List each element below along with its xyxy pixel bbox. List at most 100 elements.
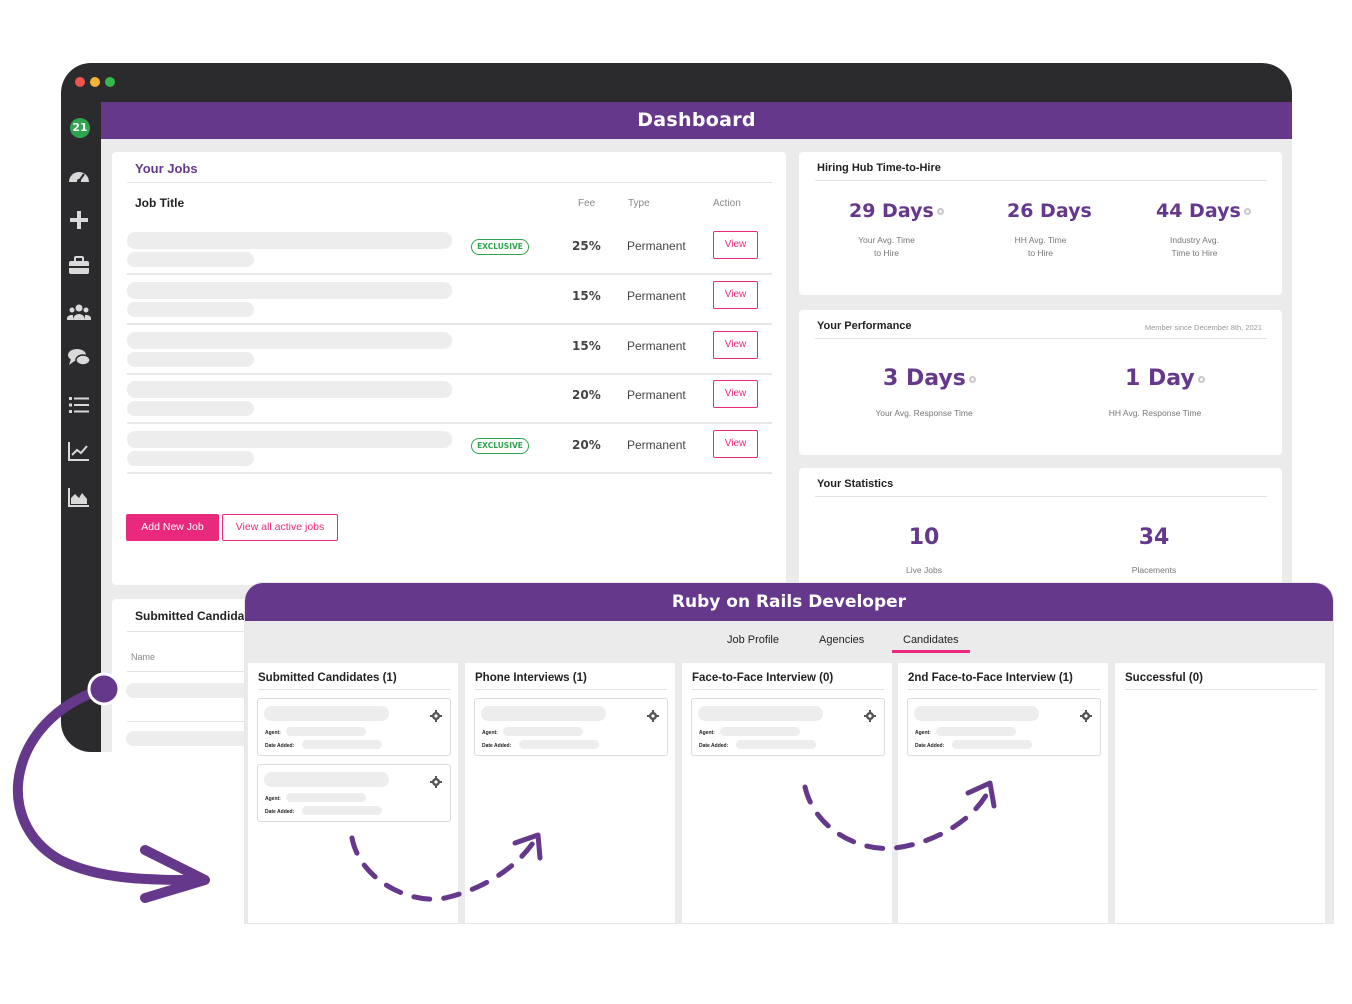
member-since: Member since December 8th, 2021 bbox=[1144, 323, 1262, 332]
info-icon[interactable] bbox=[1197, 375, 1205, 383]
candidate-name-placeholder bbox=[914, 706, 1039, 721]
submitted-candidates-title: Submitted Candidat bbox=[135, 609, 249, 623]
job-row: EXCLUSIVE 25% Permanent View bbox=[127, 225, 772, 275]
pipeline-column: Successful (0) bbox=[1115, 663, 1325, 923]
your-jobs-title: Your Jobs bbox=[135, 161, 198, 176]
job-subtitle-placeholder bbox=[127, 451, 254, 466]
hh-response-time-value: 1 Day bbox=[1125, 366, 1205, 391]
info-icon[interactable] bbox=[1243, 208, 1251, 215]
minimize-dot-icon[interactable] bbox=[90, 77, 100, 87]
column-title: Submitted Candidates (1) bbox=[258, 672, 397, 684]
fee-value: 25% bbox=[572, 239, 601, 253]
fee-header: Fee bbox=[578, 198, 596, 209]
maximize-dot-icon[interactable] bbox=[105, 77, 115, 87]
gear-icon[interactable] bbox=[430, 773, 442, 788]
performance-title: Your Performance bbox=[817, 320, 912, 332]
job-row: 15% Permanent View bbox=[127, 325, 772, 375]
agent-label: Agent: bbox=[699, 730, 715, 736]
candidate-card[interactable]: Agent: Date Added: bbox=[691, 698, 885, 756]
close-dot-icon[interactable] bbox=[75, 77, 85, 87]
view-all-jobs-button[interactable]: View all active jobs bbox=[222, 514, 338, 541]
tab-job-profile[interactable]: Job Profile bbox=[727, 634, 779, 646]
candidate-card[interactable]: Agent: Date Added: bbox=[474, 698, 668, 756]
view-job-button[interactable]: View bbox=[713, 331, 758, 359]
pipeline-window: Ruby on Rails Developer Job Profile Agen… bbox=[245, 583, 1333, 923]
view-job-button[interactable]: View bbox=[713, 430, 758, 458]
agent-placeholder bbox=[503, 727, 583, 736]
job-title-placeholder bbox=[127, 431, 452, 448]
your-avg-time-value: 29 Days bbox=[849, 200, 944, 222]
gear-icon[interactable] bbox=[864, 707, 876, 722]
name-header: Name bbox=[131, 652, 156, 662]
info-icon[interactable] bbox=[936, 208, 944, 215]
divider bbox=[475, 689, 667, 690]
pipeline-column: 2nd Face-to-Face Interview (1) Agent: Date… bbox=[898, 663, 1108, 923]
date-placeholder bbox=[736, 740, 816, 749]
tab-candidates[interactable]: Candidates bbox=[892, 634, 970, 653]
hh-avg-time-value: 26 Days bbox=[1007, 200, 1092, 222]
pipeline-tabs: Job Profile Agencies Candidates bbox=[245, 634, 1333, 656]
divider bbox=[258, 689, 450, 690]
job-subtitle-placeholder bbox=[127, 302, 254, 317]
team-icon[interactable] bbox=[66, 301, 92, 323]
job-row: 20% Permanent View bbox=[127, 374, 772, 424]
dashboard-window: 21 Dashboard Your Jobs bbox=[61, 63, 1292, 752]
candidate-name-placeholder bbox=[481, 706, 606, 721]
divider bbox=[1125, 689, 1317, 690]
notification-badge[interactable]: 21 bbox=[70, 118, 90, 138]
job-subtitle-placeholder bbox=[127, 252, 254, 267]
view-job-button[interactable]: View bbox=[713, 281, 758, 309]
placements-label: Placements bbox=[1131, 565, 1177, 575]
type-value: Permanent bbox=[627, 388, 686, 402]
dashboard-icon[interactable] bbox=[67, 165, 91, 187]
time-to-hire-title: Hiring Hub Time-to-Hire bbox=[817, 162, 941, 174]
industry-avg-time-label: Industry Avg. Time to Hire bbox=[1170, 235, 1219, 258]
fee-value: 15% bbox=[572, 289, 601, 303]
divider bbox=[127, 631, 257, 632]
candidate-card[interactable]: Agent: Date Added: bbox=[257, 764, 451, 822]
fee-value: 20% bbox=[572, 388, 601, 402]
live-jobs-value: 10 bbox=[908, 525, 940, 550]
column-title: 2nd Face-to-Face Interview (1) bbox=[908, 672, 1073, 684]
live-jobs-label: Live Jobs bbox=[906, 565, 942, 575]
type-value: Permanent bbox=[627, 239, 686, 253]
gear-icon[interactable] bbox=[430, 707, 442, 722]
view-job-button[interactable]: View bbox=[713, 231, 758, 259]
gear-icon[interactable] bbox=[1080, 707, 1092, 722]
area-chart-icon[interactable] bbox=[67, 486, 91, 508]
line-chart-icon[interactable] bbox=[67, 440, 91, 462]
date-placeholder bbox=[302, 740, 382, 749]
briefcase-icon[interactable] bbox=[67, 255, 91, 277]
exclusive-badge: EXCLUSIVE bbox=[471, 438, 529, 454]
type-value: Permanent bbox=[627, 289, 686, 303]
window-controls bbox=[75, 77, 115, 87]
column-title: Face-to-Face Interview (0) bbox=[692, 672, 834, 684]
date-added-label: Date Added: bbox=[482, 743, 512, 749]
divider bbox=[815, 338, 1267, 339]
chat-icon[interactable] bbox=[67, 347, 91, 369]
date-placeholder bbox=[302, 806, 382, 815]
your-jobs-card: Your Jobs Job Title Fee Type Action EXCL… bbox=[112, 152, 786, 585]
divider bbox=[127, 721, 257, 722]
fee-value: 15% bbox=[572, 339, 601, 353]
candidate-card[interactable]: Agent: Date Added: bbox=[257, 698, 451, 756]
add-new-job-button[interactable]: Add New Job bbox=[126, 514, 219, 541]
list-icon[interactable] bbox=[67, 394, 91, 416]
hh-response-time-label: HH Avg. Response Time bbox=[1108, 408, 1202, 418]
performance-card: Your Performance Member since December 8… bbox=[799, 310, 1282, 455]
info-icon[interactable] bbox=[968, 375, 976, 383]
candidate-card[interactable]: Agent: Date Added: bbox=[907, 698, 1101, 756]
job-title-placeholder bbox=[127, 381, 452, 398]
gear-icon[interactable] bbox=[647, 707, 659, 722]
view-job-button[interactable]: View bbox=[713, 380, 758, 408]
plus-icon[interactable] bbox=[67, 209, 91, 231]
placements-value: 34 bbox=[1138, 525, 1170, 550]
fee-value: 20% bbox=[572, 438, 601, 452]
divider bbox=[127, 182, 772, 183]
candidate-name-placeholder bbox=[698, 706, 823, 721]
date-added-label: Date Added: bbox=[265, 743, 295, 749]
agent-label: Agent: bbox=[265, 796, 281, 802]
tab-agencies[interactable]: Agencies bbox=[819, 634, 865, 646]
agent-label: Agent: bbox=[265, 730, 281, 736]
job-row: EXCLUSIVE 20% Permanent View bbox=[127, 424, 772, 474]
